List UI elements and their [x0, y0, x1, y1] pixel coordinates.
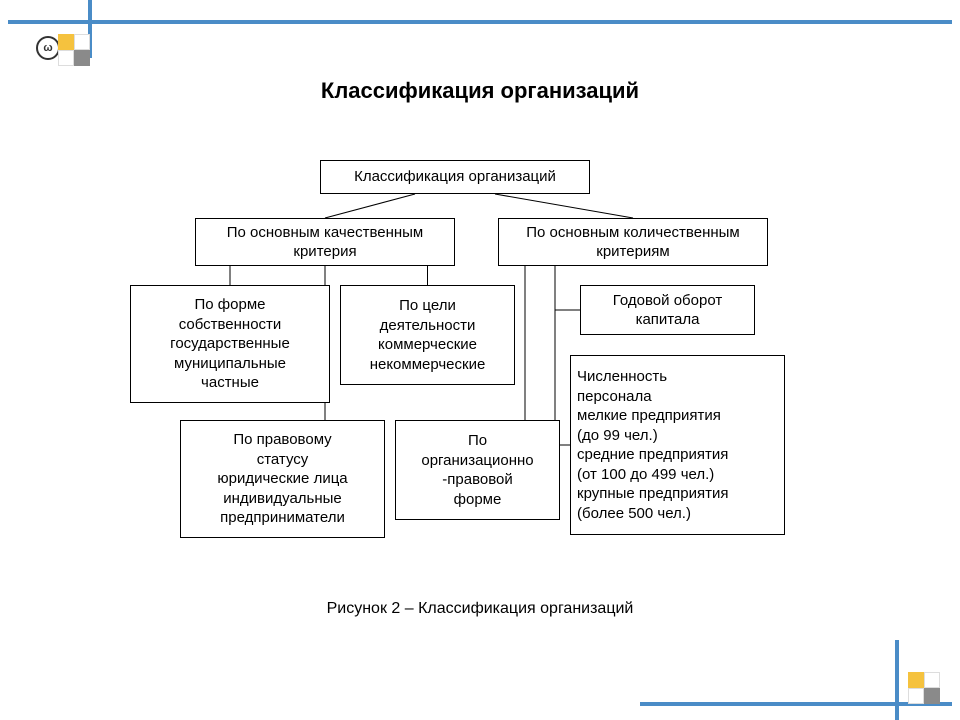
node-quant: По основным количественным критериям — [498, 218, 768, 266]
node-root: Классификация организаций — [320, 160, 590, 194]
top-horizontal-bar — [8, 20, 952, 24]
page-title: Классификация организаций — [0, 78, 960, 104]
node-legal: По правовомустатусуюридические лицаиндив… — [180, 420, 385, 538]
node-staff: Численностьперсоналамелкие предприятия(д… — [570, 355, 785, 535]
bottom-horizontal-bar — [640, 702, 952, 706]
figure-caption: Рисунок 2 – Классификация организаций — [0, 600, 960, 618]
bottom-vertical-bar — [895, 640, 899, 720]
node-goal: По целидеятельностикоммерческиенекоммерч… — [340, 285, 515, 385]
node-turn: Годовой обороткапитала — [580, 285, 755, 335]
node-qual: По основным качественным критерия — [195, 218, 455, 266]
node-form: Поорганизационно-правовойформе — [395, 420, 560, 520]
logo-icon: ω — [36, 36, 60, 60]
node-own: По формесобственностигосударственныемуни… — [130, 285, 330, 403]
